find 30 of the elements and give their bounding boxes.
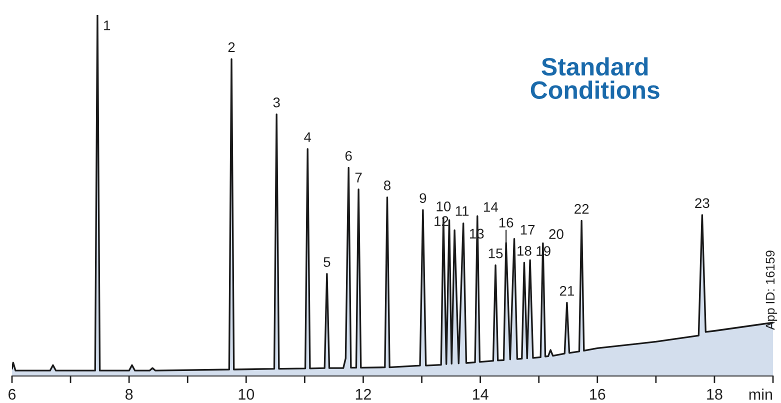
annotation: 3: [273, 98, 280, 108]
annotation: 9: [420, 193, 426, 204]
annotation: 23: [695, 198, 710, 208]
annotation: 15: [488, 248, 503, 258]
x-tick-label: 8: [125, 388, 133, 400]
x-tick-label: 14: [472, 389, 488, 400]
annotation: 1: [104, 20, 110, 30]
x-tick-label: 10: [238, 388, 254, 400]
annotation: 11: [456, 206, 469, 216]
annotation: 10: [436, 201, 451, 212]
annotation: 18: [518, 246, 532, 256]
annotation: 6: [345, 150, 352, 161]
annotation: 17: [520, 224, 535, 235]
x-axis-title: min: [749, 388, 772, 400]
annotation: 22: [574, 204, 589, 214]
annotation: 20: [549, 229, 564, 240]
x-tick-label: 18: [707, 388, 722, 400]
annotation: App ID: 16159: [766, 250, 778, 330]
annotation: 2: [228, 42, 235, 52]
annotation: 8: [384, 180, 390, 190]
x-tick-label: 12: [356, 388, 371, 400]
annotation: 7: [355, 172, 362, 182]
annotation: 21: [560, 286, 574, 296]
text: Standard Conditions: [530, 57, 660, 99]
annotation: 14: [484, 202, 498, 212]
annotation: 5: [324, 257, 330, 267]
x-tick-label: 16: [590, 388, 606, 400]
annotation: 4: [304, 132, 312, 142]
x-tick-label: 6: [8, 388, 16, 400]
annotation: 16: [499, 218, 514, 228]
